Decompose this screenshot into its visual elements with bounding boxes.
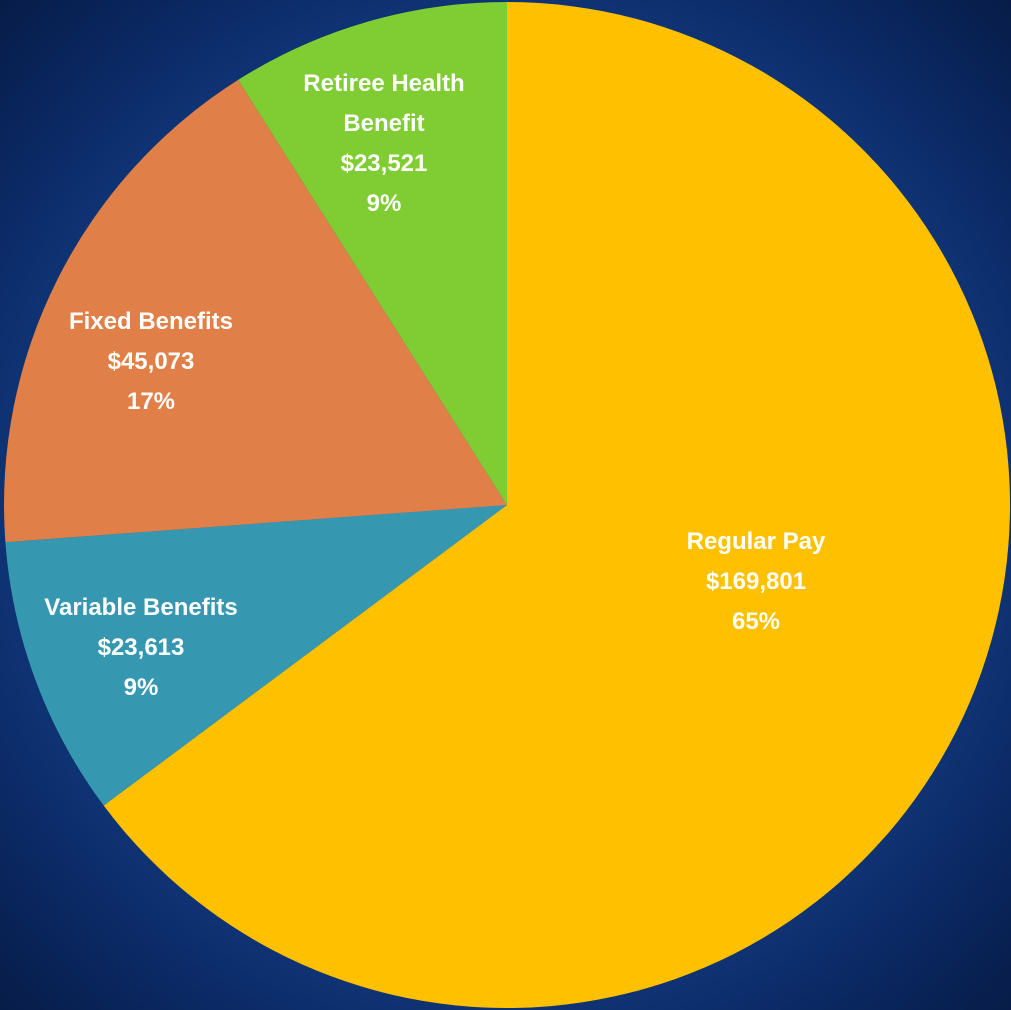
slice-name: Retiree Health Benefit bbox=[303, 70, 465, 137]
pie-slice bbox=[238, 2, 507, 505]
slice-name: Variable Benefits bbox=[44, 594, 238, 621]
data-label: Regular Pay $169,801 65% bbox=[631, 522, 881, 642]
slice-name: Fixed Benefits bbox=[68, 308, 234, 335]
data-label: Retiree Health Benefit $23,521 9% bbox=[279, 64, 489, 224]
slice-percent: 9% bbox=[123, 674, 159, 701]
slice-value: $23,521 bbox=[340, 150, 428, 177]
slice-percent: 17% bbox=[126, 388, 176, 415]
data-label: Variable Benefits $23,613 9% bbox=[6, 588, 276, 708]
pie-slice bbox=[103, 2, 1010, 1008]
slice-percent: 65% bbox=[731, 608, 781, 635]
slice-value: $23,613 bbox=[97, 634, 185, 661]
slice-value: $45,073 bbox=[107, 348, 195, 375]
slice-value: $169,801 bbox=[705, 568, 807, 595]
pie-slice bbox=[5, 505, 507, 806]
slice-name: Regular Pay bbox=[686, 528, 826, 555]
data-label: Fixed Benefits $45,073 17% bbox=[26, 302, 276, 422]
pie-slice bbox=[3, 79, 508, 543]
slice-percent: 9% bbox=[366, 190, 402, 217]
